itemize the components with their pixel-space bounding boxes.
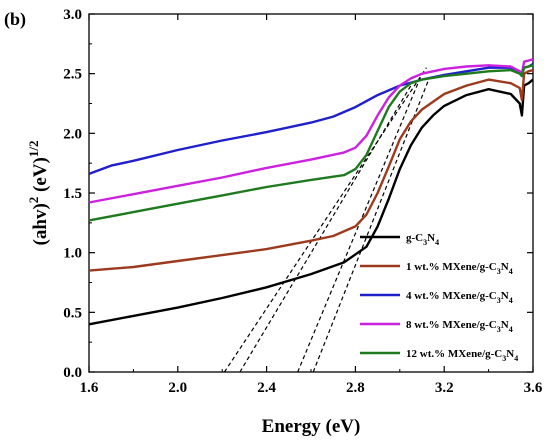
y-tick-label: 2.0: [63, 126, 82, 142]
series-line: [88, 64, 534, 222]
x-tick-label: 3.2: [435, 380, 454, 396]
legend-label: 1 wt.% MXene/g-C3N4: [406, 261, 513, 276]
tangent-line: [239, 85, 412, 373]
series-line: [88, 68, 534, 272]
y-tick-label: 1.0: [63, 246, 82, 262]
legend-label: 12 wt.% MXene/g-C3N4: [406, 348, 518, 363]
y-tick-label: 1.5: [63, 186, 82, 202]
series-line: [88, 78, 534, 326]
x-tick-label: 3.6: [524, 380, 543, 396]
x-axis-ticks: 1.6 2.0 2.4 2.8 3.2 3.6: [80, 14, 543, 396]
tangent-lines: [223, 67, 430, 373]
legend-label: 4 wt.% MXene/g-C3N4: [406, 290, 513, 305]
y-tick-label: 0.5: [63, 305, 82, 321]
legend: g-C3N4 1 wt.% MXene/g-C3N4 4 wt.% MXene/g-…: [360, 232, 518, 363]
x-tick-label: 1.6: [80, 380, 99, 396]
y-axis-ticks: 0.0 0.5 1.0 1.5 2.0 2.5 3.0: [63, 7, 533, 381]
panel-label: (b): [4, 9, 26, 30]
x-tick-label: 2.0: [168, 380, 187, 396]
series-lines: [88, 58, 534, 326]
x-tick-label: 2.8: [346, 380, 365, 396]
series-line: [88, 63, 534, 176]
y-axis-title-sup2: 1/2: [26, 141, 41, 158]
y-axis-title: (ahv)2 (eV)1/2: [26, 141, 51, 246]
legend-label: g-C3N4: [406, 232, 439, 247]
y-axis-title-mid: (eV): [30, 157, 51, 197]
x-axis-title: Energy (eV): [262, 416, 361, 437]
y-axis-title-base: (ahv): [30, 203, 51, 245]
legend-label: 8 wt.% MXene/g-C3N4: [406, 319, 513, 334]
tangent-line: [312, 79, 430, 373]
x-tick-label: 2.4: [257, 380, 276, 396]
tangent-line: [223, 67, 427, 373]
y-tick-label: 0.0: [63, 365, 82, 381]
y-tick-label: 3.0: [63, 7, 82, 23]
y-axis-title-sup1: 2: [26, 197, 41, 204]
series-line: [88, 58, 534, 204]
y-tick-label: 2.5: [63, 67, 82, 83]
